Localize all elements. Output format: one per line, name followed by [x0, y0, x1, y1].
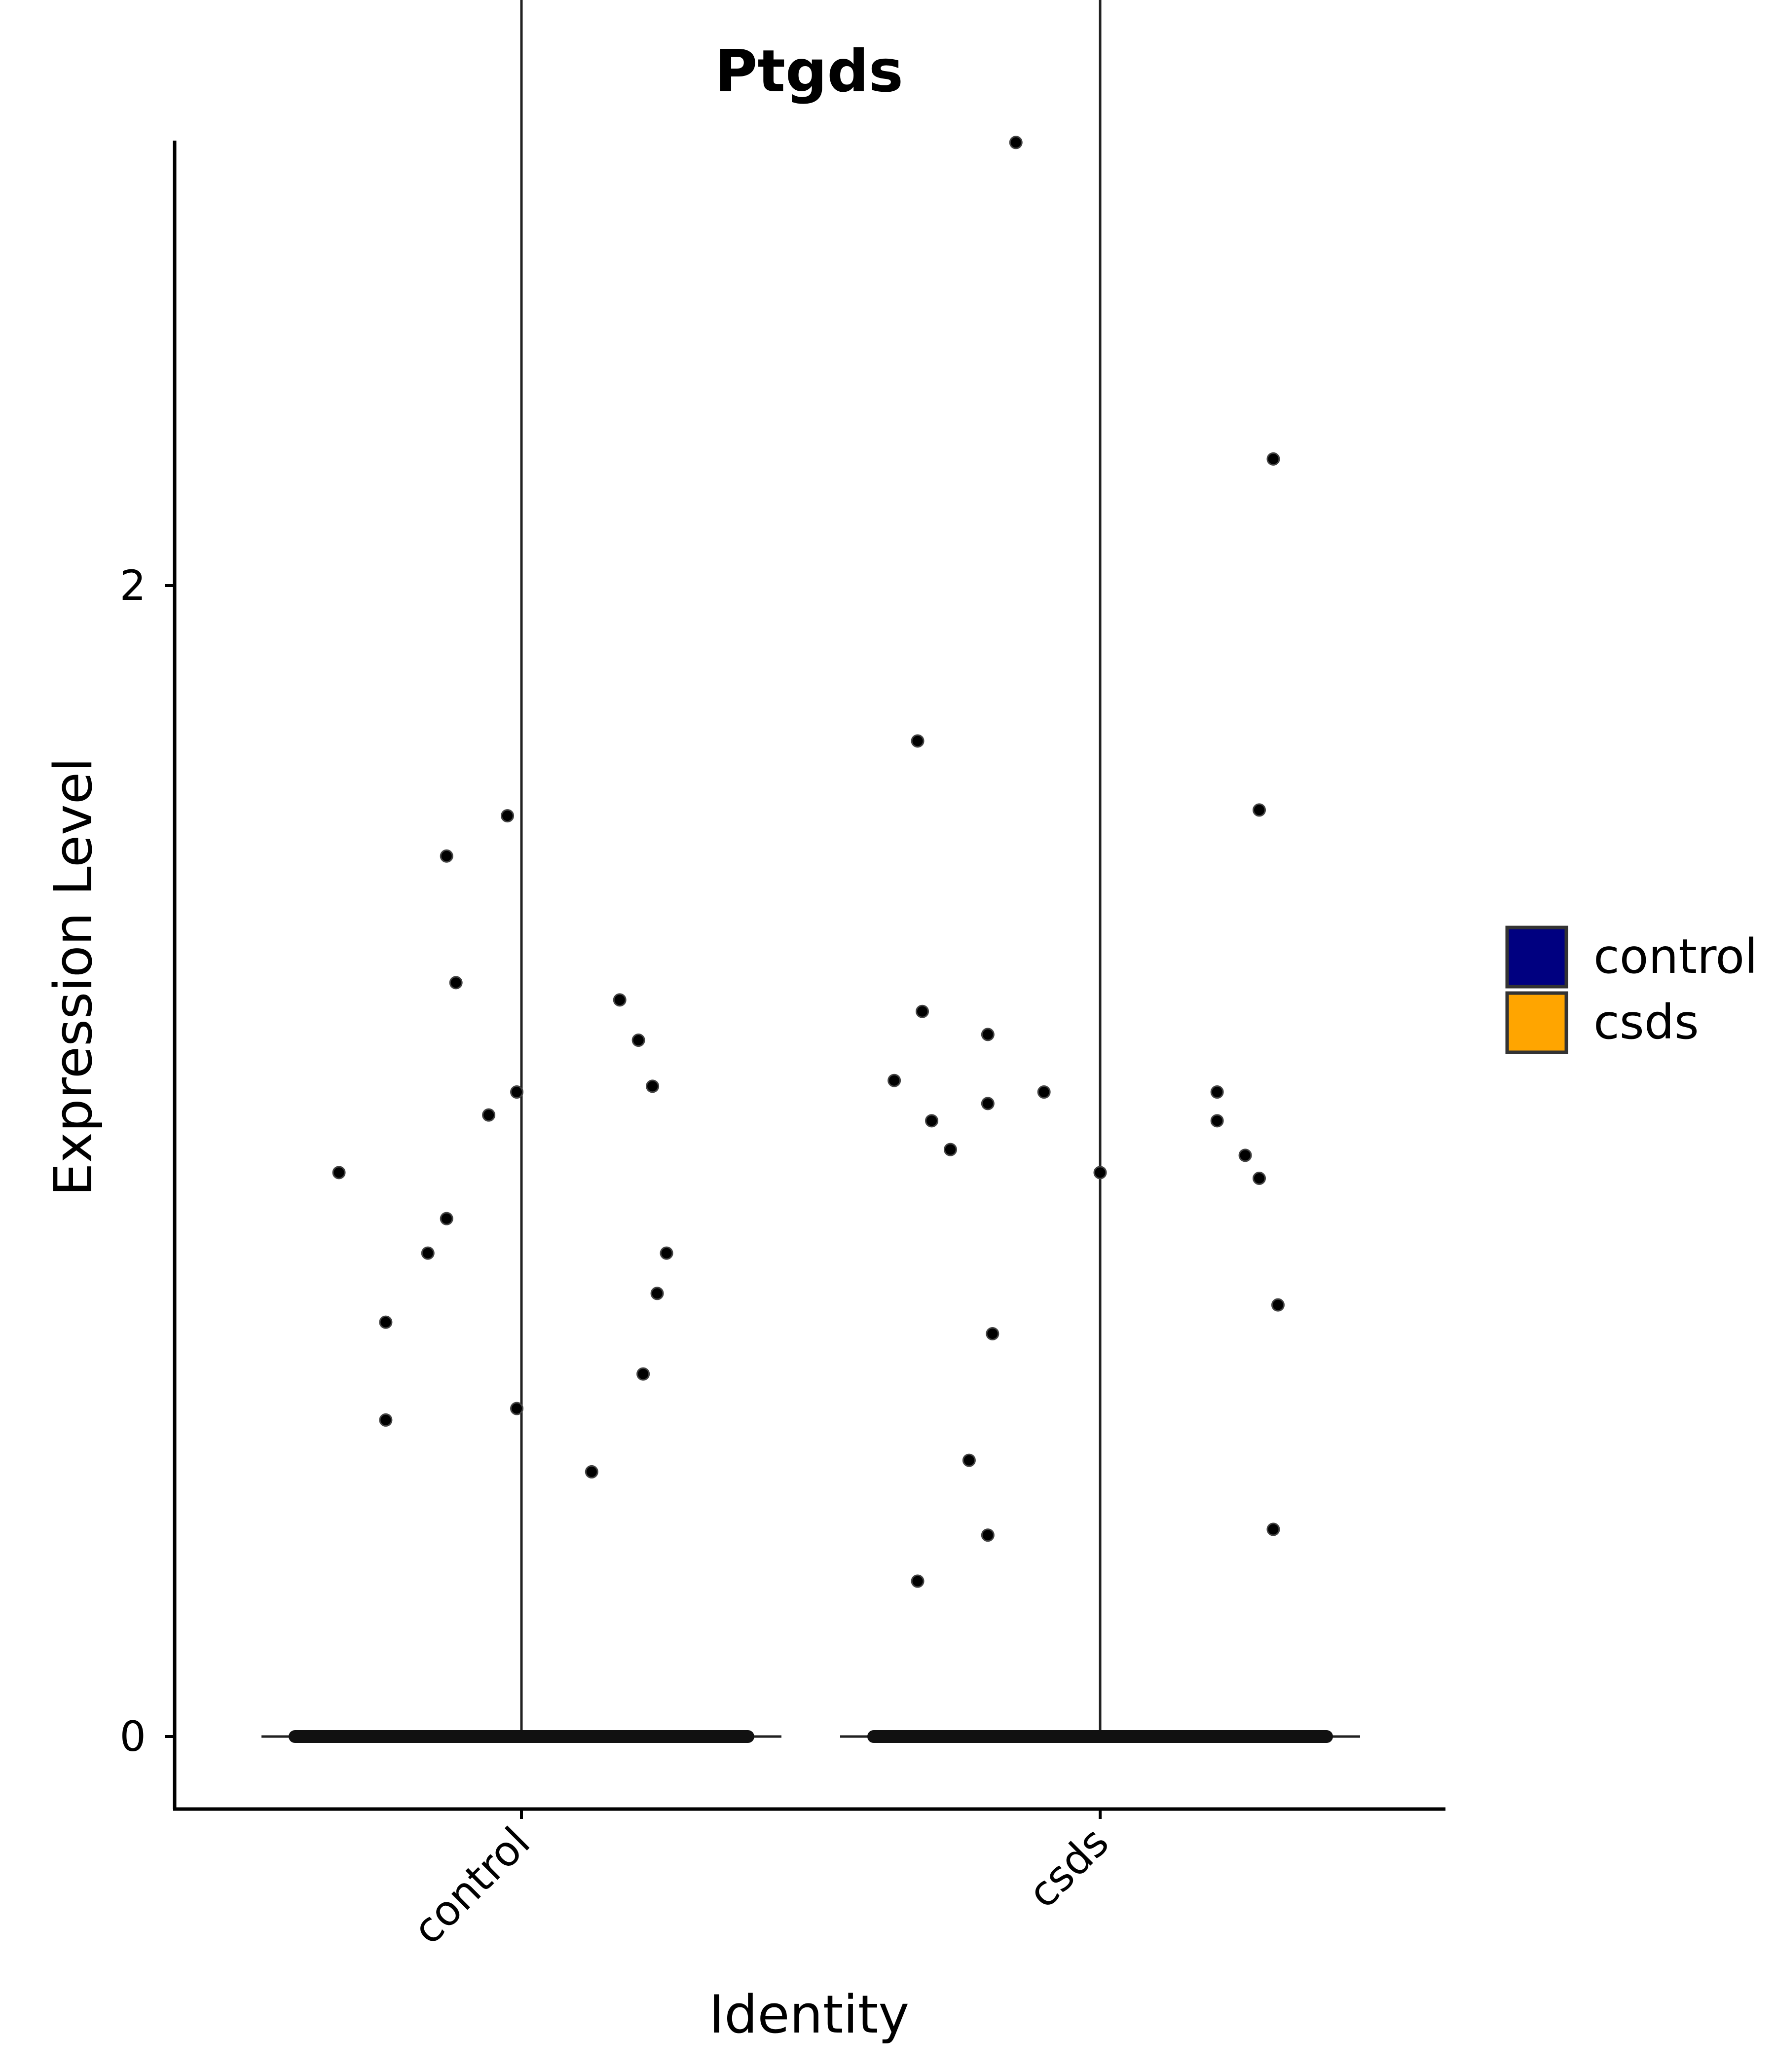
data-point — [1266, 452, 1280, 466]
violin-csds — [840, 0, 1360, 1743]
data-point — [660, 1246, 673, 1260]
data-point — [1238, 1148, 1252, 1162]
data-point — [1210, 1114, 1224, 1128]
x-axis-ticks: control csds — [404, 1809, 1118, 1954]
data-point — [510, 1402, 524, 1415]
data-point — [981, 1028, 995, 1041]
data-point — [482, 1108, 496, 1122]
data-point — [986, 1327, 999, 1340]
data-point — [1009, 136, 1023, 149]
data-point — [1253, 803, 1266, 817]
y-axis-ticks: 024 — [120, 561, 175, 1761]
data-point — [379, 1315, 393, 1329]
x-axis-title: Identity — [709, 1984, 909, 2045]
legend: control csds — [1505, 925, 1758, 1054]
data-point — [916, 1004, 929, 1018]
data-point — [646, 1079, 660, 1093]
zero-points-cluster — [289, 1730, 754, 1743]
data-point — [1037, 1085, 1051, 1099]
data-point — [440, 849, 453, 863]
x-tick-label: control — [404, 1818, 539, 1954]
legend-swatch-control — [1505, 925, 1568, 989]
y-tick-label: 0 — [120, 1712, 146, 1761]
plot-area — [261, 0, 1360, 1743]
legend-label-control: control — [1593, 929, 1758, 984]
data-point — [888, 1073, 901, 1087]
data-point — [585, 1465, 598, 1479]
data-point — [440, 1212, 453, 1225]
data-point — [1093, 1166, 1107, 1180]
data-point — [421, 1246, 435, 1260]
data-point — [981, 1097, 995, 1110]
data-point — [1266, 1522, 1280, 1536]
data-point — [925, 1114, 939, 1128]
data-point — [631, 1034, 645, 1047]
data-point — [1253, 1171, 1266, 1185]
data-point — [650, 1287, 664, 1300]
data-point — [510, 1085, 524, 1099]
data-point — [332, 1166, 346, 1180]
data-point — [613, 993, 627, 1007]
data-point — [636, 1367, 650, 1381]
data-point — [943, 1143, 957, 1156]
data-point — [449, 976, 463, 990]
data-point — [962, 1453, 976, 1467]
x-tick-label: csds — [1019, 1818, 1118, 1918]
chart-title: Ptgds — [715, 37, 903, 105]
legend-swatch-csds — [1505, 991, 1568, 1054]
data-point — [379, 1413, 393, 1427]
data-point — [1210, 1085, 1224, 1099]
data-point — [911, 734, 925, 748]
legend-label-csds: csds — [1593, 995, 1699, 1050]
violin-control — [261, 0, 781, 1743]
data-point — [911, 1574, 925, 1588]
y-tick-label: 2 — [120, 561, 146, 610]
zero-points-cluster — [867, 1730, 1333, 1743]
data-point — [501, 809, 515, 823]
data-point — [1271, 1298, 1285, 1312]
y-axis-title: Expression Level — [43, 758, 104, 1196]
data-point — [981, 1528, 995, 1542]
